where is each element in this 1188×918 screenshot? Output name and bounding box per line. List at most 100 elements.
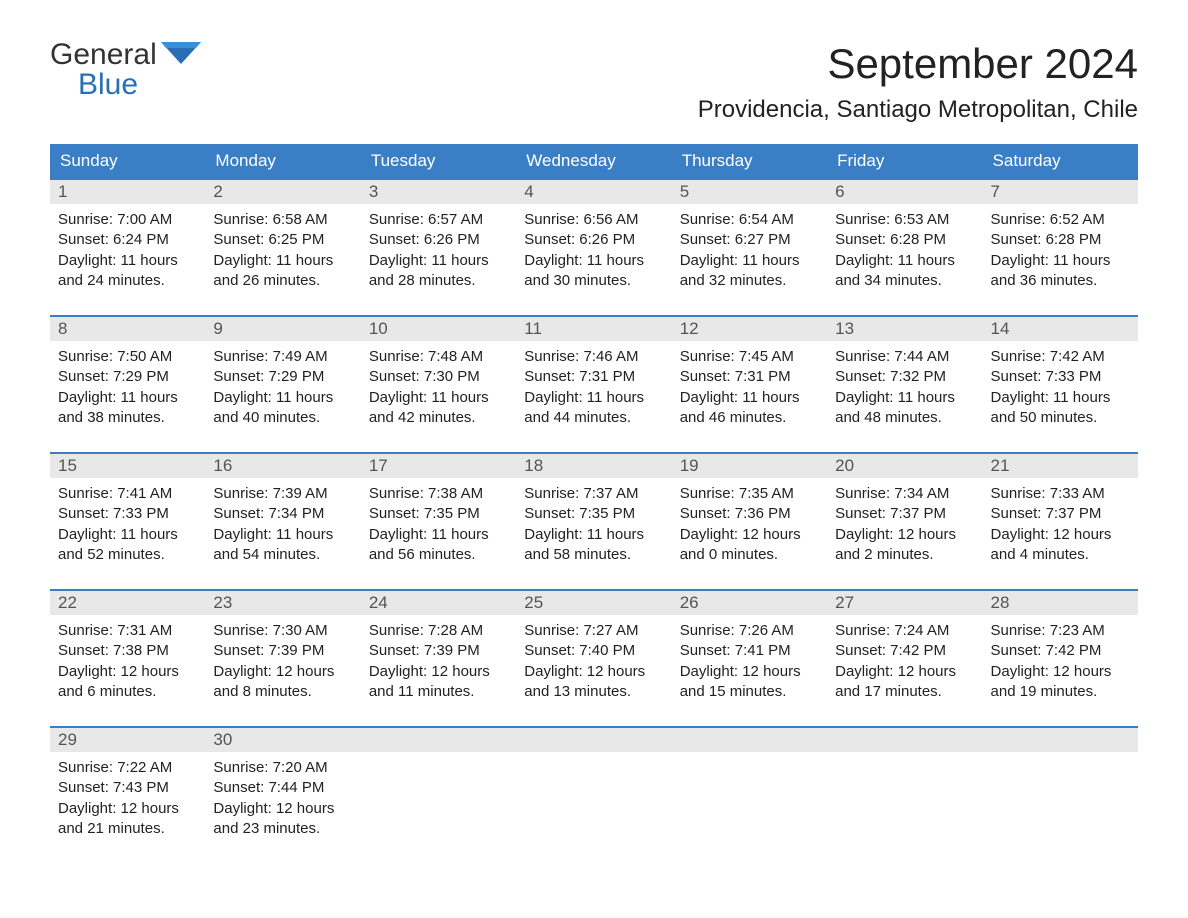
day-content: Sunrise: 7:41 AMSunset: 7:33 PMDaylight:… (50, 478, 205, 575)
daylight-text-2: and 50 minutes. (991, 408, 1130, 428)
day-cell: 18 Sunrise: 7:37 AMSunset: 7:35 PMDayligh… (516, 454, 671, 575)
sunset-text: Sunset: 7:42 PM (835, 641, 974, 661)
day-content: Sunrise: 7:24 AMSunset: 7:42 PMDaylight:… (827, 615, 982, 712)
sunrise-text: Sunrise: 6:54 AM (680, 210, 819, 230)
daylight-text-1: Daylight: 11 hours (524, 525, 663, 545)
day-number-row: 28 (983, 591, 1138, 615)
sunset-text: Sunset: 7:33 PM (58, 504, 197, 524)
day-content: Sunrise: 7:46 AMSunset: 7:31 PMDaylight:… (516, 341, 671, 438)
daylight-text-2: and 2 minutes. (835, 545, 974, 565)
day-cell: 9Sunrise: 7:49 AMSunset: 7:29 PMDaylight… (205, 317, 360, 438)
day-content: Sunrise: 6:58 AMSunset: 6:25 PMDaylight:… (205, 204, 360, 301)
day-number: 7 (991, 182, 1000, 201)
day-number-row: 7 (983, 180, 1138, 204)
day-number-row: 13 (827, 317, 982, 341)
day-header-sunday: Sunday (50, 144, 205, 178)
daylight-text-1: Daylight: 12 hours (835, 525, 974, 545)
day-content: Sunrise: 6:56 AMSunset: 6:26 PMDaylight:… (516, 204, 671, 301)
day-content: Sunrise: 6:52 AMSunset: 6:28 PMDaylight:… (983, 204, 1138, 301)
day-content: Sunrise: 7:37 AMSunset: 7:35 PMDaylight:… (516, 478, 671, 575)
daylight-text-1: Daylight: 11 hours (58, 251, 197, 271)
day-cell: 25Sunrise: 7:27 AMSunset: 7:40 PMDayligh… (516, 591, 671, 712)
day-number: 3 (369, 182, 378, 201)
sunset-text: Sunset: 7:39 PM (213, 641, 352, 661)
day-number: 17 (369, 456, 388, 475)
sunset-text: Sunset: 7:37 PM (835, 504, 974, 524)
sunrise-text: Sunrise: 7:27 AM (524, 621, 663, 641)
daylight-text-2: and 13 minutes. (524, 682, 663, 702)
sunset-text: Sunset: 7:43 PM (58, 778, 197, 798)
day-number-row: 15 (50, 454, 205, 478)
sunrise-text: Sunrise: 7:41 AM (58, 484, 197, 504)
day-content (516, 752, 671, 832)
week-row: 8Sunrise: 7:50 AMSunset: 7:29 PMDaylight… (50, 315, 1138, 438)
day-number-row: 2 (205, 180, 360, 204)
logo: General Blue (50, 40, 201, 100)
daylight-text-2: and 32 minutes. (680, 271, 819, 291)
day-number-row: 19 (672, 454, 827, 478)
day-cell (516, 728, 671, 849)
day-header-friday: Friday (827, 144, 982, 178)
sunrise-text: Sunrise: 7:26 AM (680, 621, 819, 641)
day-number: 19 (680, 456, 699, 475)
day-content: Sunrise: 7:34 AMSunset: 7:37 PMDaylight:… (827, 478, 982, 575)
day-content: Sunrise: 6:54 AMSunset: 6:27 PMDaylight:… (672, 204, 827, 301)
day-content: Sunrise: 7:33 AMSunset: 7:37 PMDaylight:… (983, 478, 1138, 575)
sunrise-text: Sunrise: 7:44 AM (835, 347, 974, 367)
day-cell: 7 Sunrise: 6:52 AMSunset: 6:28 PMDaylight… (983, 180, 1138, 301)
day-cell: 19Sunrise: 7:35 AMSunset: 7:36 PMDayligh… (672, 454, 827, 575)
sunrise-text: Sunrise: 7:48 AM (369, 347, 508, 367)
day-number: 10 (369, 319, 388, 338)
daylight-text-1: Daylight: 11 hours (835, 251, 974, 271)
day-number-row: 29 (50, 728, 205, 752)
day-cell: 24Sunrise: 7:28 AMSunset: 7:39 PMDayligh… (361, 591, 516, 712)
day-number: 27 (835, 593, 854, 612)
daylight-text-2: and 48 minutes. (835, 408, 974, 428)
sunset-text: Sunset: 7:41 PM (680, 641, 819, 661)
daylight-text-2: and 8 minutes. (213, 682, 352, 702)
weeks-container: 1Sunrise: 7:00 AMSunset: 6:24 PMDaylight… (50, 178, 1138, 849)
day-number: 28 (991, 593, 1010, 612)
day-cell: 20Sunrise: 7:34 AMSunset: 7:37 PMDayligh… (827, 454, 982, 575)
sunset-text: Sunset: 7:29 PM (213, 367, 352, 387)
daylight-text-1: Daylight: 11 hours (213, 251, 352, 271)
daylight-text-2: and 21 minutes. (58, 819, 197, 839)
day-number-row: 4 (516, 180, 671, 204)
daylight-text-1: Daylight: 12 hours (835, 662, 974, 682)
day-content (672, 752, 827, 832)
sunrise-text: Sunrise: 7:24 AM (835, 621, 974, 641)
sunset-text: Sunset: 7:35 PM (369, 504, 508, 524)
daylight-text-1: Daylight: 12 hours (58, 662, 197, 682)
daylight-text-2: and 28 minutes. (369, 271, 508, 291)
day-cell: 28Sunrise: 7:23 AMSunset: 7:42 PMDayligh… (983, 591, 1138, 712)
sunset-text: Sunset: 6:24 PM (58, 230, 197, 250)
sunset-text: Sunset: 7:34 PM (213, 504, 352, 524)
month-title: September 2024 (698, 40, 1138, 88)
sunset-text: Sunset: 7:42 PM (991, 641, 1130, 661)
sunrise-text: Sunrise: 7:28 AM (369, 621, 508, 641)
daylight-text-1: Daylight: 11 hours (991, 388, 1130, 408)
daylight-text-1: Daylight: 12 hours (680, 662, 819, 682)
sunset-text: Sunset: 7:31 PM (680, 367, 819, 387)
sunset-text: Sunset: 7:37 PM (991, 504, 1130, 524)
day-header-wednesday: Wednesday (516, 144, 671, 178)
day-number: 6 (835, 182, 844, 201)
day-cell: 3Sunrise: 6:57 AMSunset: 6:26 PMDaylight… (361, 180, 516, 301)
sunrise-text: Sunrise: 7:20 AM (213, 758, 352, 778)
day-content: Sunrise: 7:00 AMSunset: 6:24 PMDaylight:… (50, 204, 205, 301)
day-number: 18 (524, 456, 543, 475)
sunset-text: Sunset: 7:29 PM (58, 367, 197, 387)
day-number-row: 17 (361, 454, 516, 478)
day-header-tuesday: Tuesday (361, 144, 516, 178)
day-content: Sunrise: 7:20 AMSunset: 7:44 PMDaylight:… (205, 752, 360, 849)
daylight-text-2: and 26 minutes. (213, 271, 352, 291)
sunrise-text: Sunrise: 7:39 AM (213, 484, 352, 504)
daylight-text-2: and 34 minutes. (835, 271, 974, 291)
sunrise-text: Sunrise: 7:49 AM (213, 347, 352, 367)
sunset-text: Sunset: 7:31 PM (524, 367, 663, 387)
sunset-text: Sunset: 7:40 PM (524, 641, 663, 661)
sunrise-text: Sunrise: 7:35 AM (680, 484, 819, 504)
sunrise-text: Sunrise: 6:52 AM (991, 210, 1130, 230)
day-number-row: 22 (50, 591, 205, 615)
day-content: Sunrise: 7:22 AMSunset: 7:43 PMDaylight:… (50, 752, 205, 849)
